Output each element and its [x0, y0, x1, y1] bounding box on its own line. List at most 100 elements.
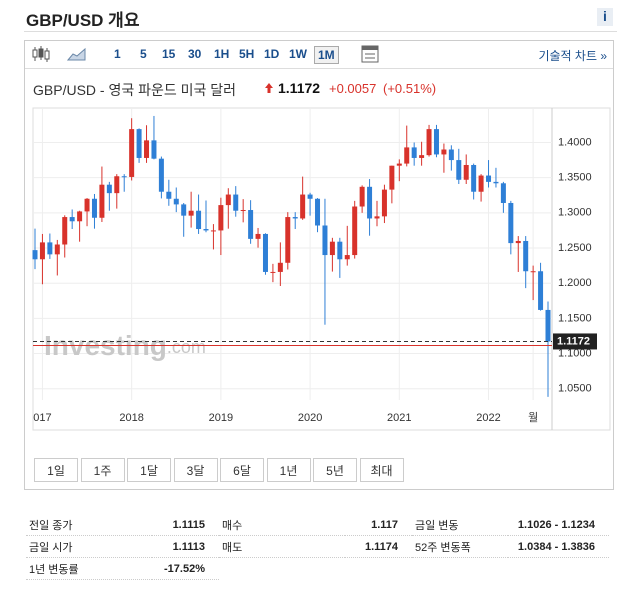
candle-body: [248, 210, 254, 239]
stat-label: 전일 종가: [26, 514, 152, 536]
candle-body: [478, 175, 484, 192]
candle-body: [545, 309, 551, 342]
stat-label: 금일 시가: [26, 535, 152, 558]
stats-row: 전일 종가 1.1115 매수 1.117 금일 변동 1.1026 - 1.1234: [26, 514, 609, 536]
y-tick-label: 1.2000: [558, 277, 592, 289]
candle-body: [210, 230, 216, 232]
interval-button[interactable]: 1: [114, 47, 121, 61]
y-tick-label: 1.2500: [558, 242, 592, 254]
interval-button[interactable]: 1W: [289, 47, 307, 61]
y-tick-label: 1.3500: [558, 172, 592, 184]
candle-body: [233, 194, 239, 211]
candle-body: [441, 149, 447, 155]
candle-body: [151, 140, 157, 159]
candle-body: [523, 240, 529, 272]
candle-body: [315, 198, 321, 226]
range-button[interactable]: 1주: [80, 458, 125, 482]
interval-button[interactable]: 15: [162, 47, 176, 61]
watermark-suffix: .com: [167, 337, 206, 357]
candle-body: [99, 184, 105, 218]
stat-label: 52주 변동폭: [412, 535, 508, 558]
stat-label: 금일 변동: [412, 514, 508, 536]
range-button[interactable]: 5년: [313, 458, 357, 482]
range-button[interactable]: 6달: [220, 458, 264, 482]
candle-icon[interactable]: [31, 45, 51, 63]
candle-body: [448, 149, 454, 161]
candle-body: [515, 240, 521, 244]
stats-table: 전일 종가 1.1115 매수 1.117 금일 변동 1.1026 - 1.1234 금일…: [26, 514, 609, 580]
quote-name: GBP/USD - 영국 파운드 미국 달러: [33, 82, 237, 98]
candle-body: [54, 244, 60, 255]
candle-body: [225, 194, 231, 206]
chart: 1.0500 1.1000 1.1500 1.2000 1.2500 1.3000 1.35…: [32, 107, 611, 431]
stat-value: 1.1174: [345, 535, 412, 558]
toolbar: 기술적 차트 » 1 5 15 30 1H 5H 1D 1W 1M: [25, 41, 613, 69]
candle-body: [32, 250, 38, 260]
stat-value: 1.117: [345, 514, 412, 536]
range-button[interactable]: 1일: [34, 458, 78, 482]
candle-body: [530, 271, 536, 273]
interval-button[interactable]: 1H: [214, 47, 230, 61]
stat-value: -17.52%: [152, 557, 219, 580]
advanced-chart-link[interactable]: 기술적 차트 »: [538, 49, 607, 63]
candle-body: [307, 194, 313, 199]
interval-button[interactable]: 5: [140, 47, 147, 61]
candle-body: [188, 210, 194, 216]
stat-value: 1.1115: [152, 514, 219, 536]
candle-body: [285, 217, 291, 263]
stat-value: 1.1026 - 1.1234: [508, 514, 609, 536]
info-button[interactable]: i: [597, 8, 613, 26]
candle-body: [396, 163, 402, 166]
up-arrow: [265, 83, 273, 93]
candle-body: [411, 147, 417, 158]
candle-body: [352, 206, 358, 256]
candle-body: [389, 165, 395, 190]
interval-button[interactable]: 5H: [239, 47, 255, 61]
candle-body: [374, 216, 380, 219]
candle-body: [538, 271, 544, 310]
candle-body: [262, 233, 268, 272]
x-tick-label: 2018: [119, 412, 143, 424]
stat-label: 1년 변동률: [26, 557, 152, 580]
y-tick-label: 1.0500: [558, 383, 592, 395]
range-button[interactable]: 최대: [359, 458, 404, 482]
interval-button[interactable]: 30: [188, 47, 202, 61]
candle-body: [91, 198, 97, 218]
last-price-box: [553, 333, 597, 350]
candle-body: [419, 155, 425, 158]
quote-change: +0.0057: [329, 81, 377, 96]
range-button[interactable]: 3달: [173, 458, 218, 482]
plot-frame: [32, 107, 611, 431]
interval-button[interactable]: 1M: [314, 46, 339, 64]
last-price-label: 1.1172: [557, 335, 590, 347]
x-tick-label: 2022: [476, 412, 500, 424]
candle-body: [240, 210, 246, 212]
candle-body: [433, 129, 439, 155]
area-icon[interactable]: [67, 46, 87, 62]
candle-body: [173, 198, 179, 205]
candle-body: [367, 186, 373, 219]
quote-change-pct: (+0.51%): [383, 81, 437, 96]
table-icon[interactable]: [361, 45, 379, 63]
x-tick-label: 2020: [298, 412, 322, 424]
stat-label: 매수: [219, 514, 345, 536]
candle-body: [337, 241, 343, 260]
candle-body: [203, 229, 209, 231]
candle-body: [84, 198, 90, 212]
y-tick-label: 1.1000: [558, 347, 592, 359]
candle-body: [329, 241, 335, 256]
candle-body: [344, 255, 350, 260]
range-button[interactable]: 1년: [266, 458, 311, 482]
candle-body: [158, 158, 164, 192]
stat-label: 매도: [219, 535, 345, 558]
candle-body: [456, 160, 462, 180]
x-tick-label: 월: [528, 411, 538, 424]
candle-body: [508, 202, 514, 244]
range-button[interactable]: 1달: [127, 458, 171, 482]
interval-button[interactable]: 1D: [264, 47, 280, 61]
stats-row: 금일 시가 1.1113 매도 1.1174 52주 변동폭 1.0384 - 1.383…: [26, 535, 609, 558]
stat-value: 1.1113: [152, 535, 219, 558]
x-tick-label: 017: [33, 412, 51, 424]
candle-body: [181, 204, 187, 216]
